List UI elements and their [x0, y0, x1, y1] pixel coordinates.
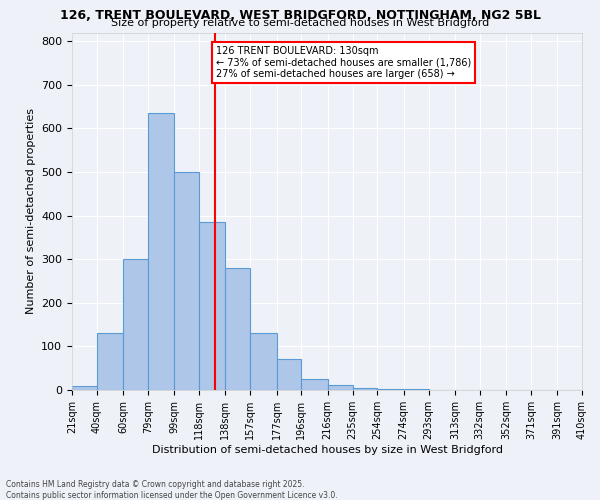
Bar [226, 268, 250, 390]
Bar [328, 385, 353, 390]
Bar [277, 360, 301, 390]
Bar [97, 334, 123, 390]
Bar [199, 222, 226, 390]
Bar [174, 172, 199, 390]
Bar [301, 379, 328, 390]
Bar [72, 386, 97, 390]
Bar [123, 259, 148, 390]
Bar [148, 113, 174, 390]
Text: 126, TRENT BOULEVARD, WEST BRIDGFORD, NOTTINGHAM, NG2 5BL: 126, TRENT BOULEVARD, WEST BRIDGFORD, NO… [59, 9, 541, 22]
Y-axis label: Number of semi-detached properties: Number of semi-detached properties [26, 108, 35, 314]
Bar [377, 388, 404, 390]
Text: 126 TRENT BOULEVARD: 130sqm
← 73% of semi-detached houses are smaller (1,786)
27: 126 TRENT BOULEVARD: 130sqm ← 73% of sem… [216, 46, 472, 79]
Text: Size of property relative to semi-detached houses in West Bridgford: Size of property relative to semi-detach… [111, 18, 489, 28]
Text: Contains HM Land Registry data © Crown copyright and database right 2025.
Contai: Contains HM Land Registry data © Crown c… [6, 480, 338, 500]
X-axis label: Distribution of semi-detached houses by size in West Bridgford: Distribution of semi-detached houses by … [151, 444, 503, 454]
Bar [353, 388, 377, 390]
Bar [250, 334, 277, 390]
Bar [404, 389, 428, 390]
